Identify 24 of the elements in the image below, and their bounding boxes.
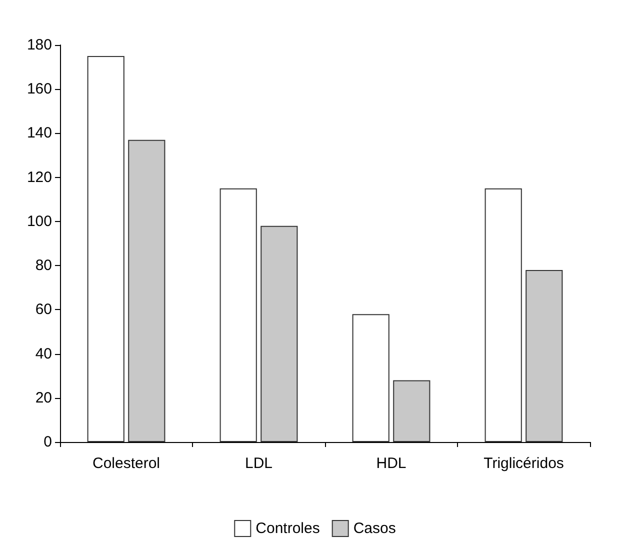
y-tick-label: 180	[26, 36, 52, 54]
y-tick-label: 60	[35, 301, 52, 318]
legend-label: Controles	[256, 520, 320, 537]
y-tick-label: 120	[26, 168, 52, 186]
bar	[260, 226, 298, 442]
bar	[352, 314, 390, 442]
x-tick-label: Triglicéridos	[484, 455, 564, 472]
y-tick-label: 0	[44, 434, 52, 450]
bar	[128, 140, 166, 442]
y-tick-label: 20	[35, 389, 52, 406]
x-tick-label: HDL	[376, 455, 406, 472]
bar	[393, 380, 430, 442]
y-tick-label: 40	[35, 345, 52, 362]
legend-label: Casos	[353, 520, 396, 537]
y-tick-label: 140	[26, 124, 52, 142]
bar	[526, 270, 563, 442]
y-tick-label: 80	[35, 257, 52, 274]
y-tick-label: 100	[26, 212, 52, 230]
bar	[220, 188, 257, 442]
y-tick-label: 160	[26, 80, 52, 98]
bar	[87, 56, 124, 442]
x-tick-label: Colesterol	[92, 455, 160, 472]
bar	[484, 188, 522, 442]
x-tick-label: LDL	[244, 455, 273, 472]
